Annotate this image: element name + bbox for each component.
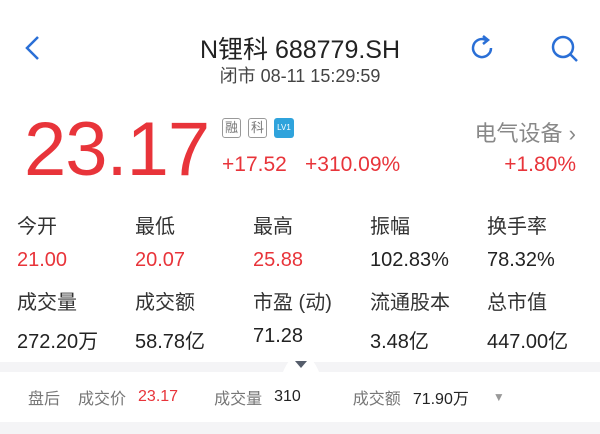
stat-0: 今开 21.00 [17, 210, 135, 272]
current-price: 23.17 [24, 107, 210, 192]
stock-title: N锂科 688779.SH [199, 36, 401, 64]
price-change-pct: +310.09% [305, 153, 401, 176]
stat-value: 447.00亿 [487, 331, 569, 353]
stat-3: 振幅 102.83% [370, 210, 488, 272]
search-icon[interactable] [549, 33, 581, 65]
ah-price-label: 成交价 [78, 391, 127, 408]
stat-value: 25.88 [253, 249, 304, 271]
ah-amount-label: 成交额 [352, 391, 401, 408]
market-status: 闭市 08-11 15:29:59 [0, 62, 600, 88]
stat-8: 流通股本 3.48亿 [370, 286, 488, 354]
stat-value: 21.00 [17, 249, 68, 271]
sector-link[interactable]: 电气设备 › [475, 116, 576, 148]
refresh-icon[interactable] [467, 33, 497, 63]
stat-label: 总市值 [487, 292, 547, 314]
stat-label: 换手率 [487, 216, 547, 238]
stat-value: 272.20万 [17, 331, 99, 353]
stat-value: 3.48亿 [370, 331, 429, 353]
stat-label: 成交量 [17, 292, 77, 314]
stat-9: 总市值 447.00亿 [487, 286, 600, 354]
stat-value: 58.78亿 [135, 331, 206, 353]
ah-price: 23.17 [138, 388, 179, 405]
stat-label: 今开 [17, 216, 57, 238]
star-market-badge: 科 [248, 118, 267, 138]
stat-value: 102.83% [370, 249, 449, 271]
stat-7: 市盈 (动) 71.28 [253, 286, 371, 348]
chevron-right-icon: › [568, 121, 576, 146]
stat-label: 振幅 [370, 216, 410, 238]
margin-badge: 融 [222, 118, 241, 138]
stat-1: 最低 20.07 [135, 210, 253, 272]
stat-label: 成交额 [135, 292, 195, 314]
stat-label: 流通股本 [370, 292, 450, 314]
stat-4: 换手率 78.32% [487, 210, 600, 272]
stat-label: 市盈 (动) [253, 292, 332, 314]
dropdown-triangle-icon[interactable]: ▼ [492, 390, 505, 404]
datetime: 08-11 15:29:59 [260, 66, 381, 86]
stat-label: 最低 [135, 216, 175, 238]
ah-volume-label: 成交量 [214, 391, 263, 408]
ah-volume: 310 [274, 388, 301, 405]
back-chevron-left-icon[interactable] [22, 34, 42, 62]
stat-value: 71.28 [253, 325, 304, 347]
stat-label: 最高 [253, 216, 293, 238]
stat-value: 78.32% [487, 249, 555, 271]
sector-name: 电气设备 [474, 121, 563, 146]
stat-5: 成交量 272.20万 [17, 286, 135, 354]
stat-value: 20.07 [135, 249, 186, 271]
divider [0, 422, 600, 434]
after-hours-bar: 盘后 成交价 23.17 成交量 310 成交额 71.90万 ▼ [0, 372, 600, 422]
expand-triangle-icon[interactable] [283, 357, 319, 373]
ah-amount: 71.90万 [412, 391, 469, 408]
after-hours-label: 盘后 [28, 391, 61, 408]
sector-change: +1.80% [504, 153, 576, 176]
level-badge: LV1 [274, 118, 294, 138]
status-text: 闭市 [219, 66, 256, 86]
price-change: +17.52 [222, 153, 287, 176]
stat-2: 最高 25.88 [253, 210, 371, 272]
stat-6: 成交额 58.78亿 [135, 286, 253, 354]
